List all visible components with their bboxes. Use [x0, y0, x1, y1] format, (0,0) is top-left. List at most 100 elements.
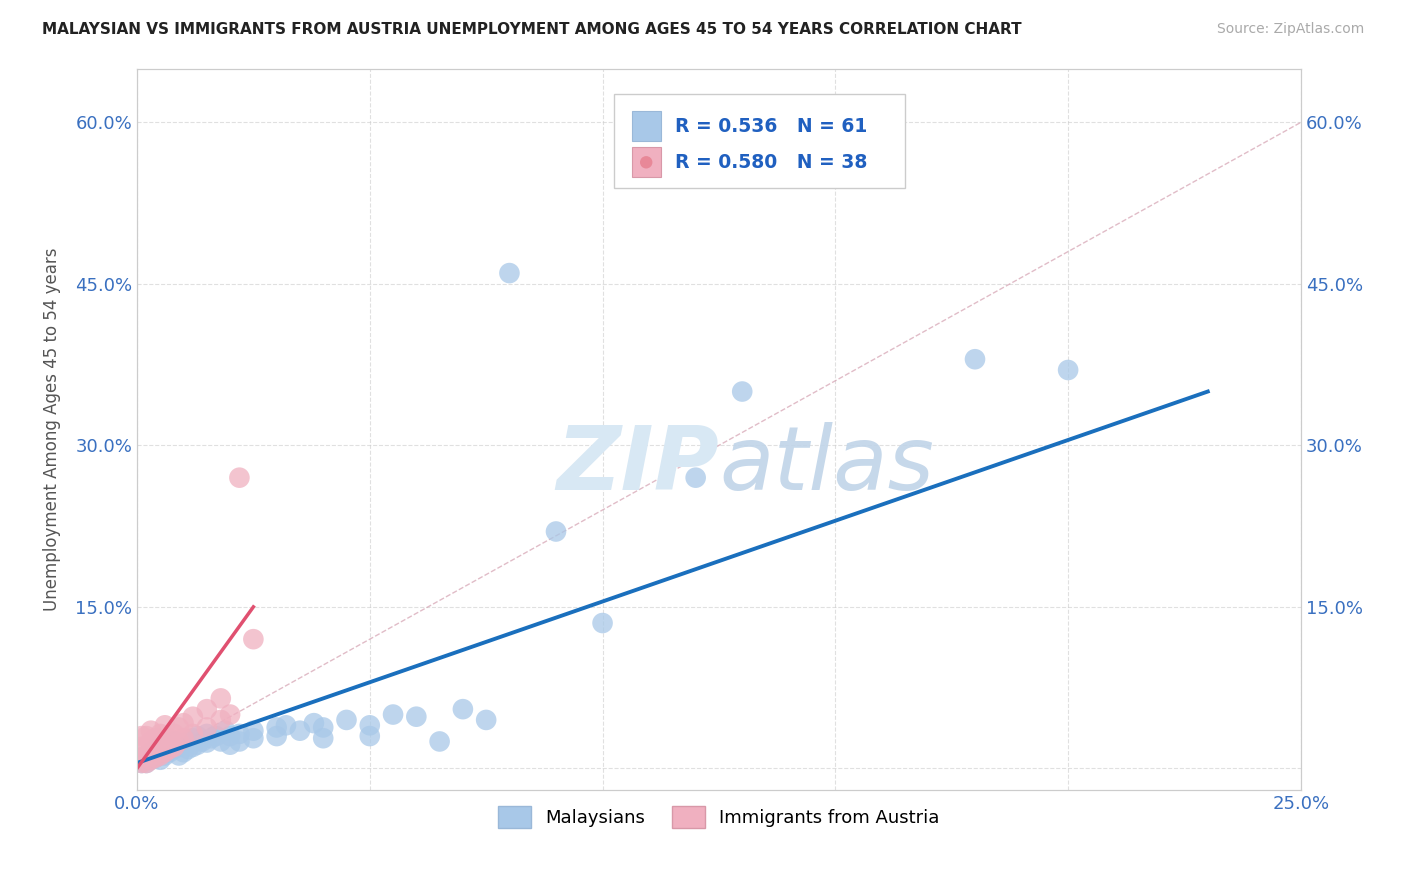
Point: [163, 742, 186, 756]
Point: [186, 729, 208, 743]
Point: [135, 729, 157, 743]
Point: [451, 702, 474, 716]
Point: [145, 750, 167, 764]
Point: [163, 734, 186, 748]
Text: MALAYSIAN VS IMMIGRANTS FROM AUSTRIA UNEMPLOYMENT AMONG AGES 45 TO 54 YEARS CORR: MALAYSIAN VS IMMIGRANTS FROM AUSTRIA UNE…: [42, 22, 1022, 37]
Text: ZIP: ZIP: [557, 422, 718, 508]
Text: R = 0.536   N = 61: R = 0.536 N = 61: [675, 117, 868, 136]
Point: [335, 713, 357, 727]
Point: [167, 721, 190, 735]
Point: [135, 748, 157, 763]
Point: [131, 729, 153, 743]
Point: [167, 739, 190, 754]
Point: [139, 734, 162, 748]
Point: [145, 731, 167, 746]
Point: [219, 738, 242, 752]
Point: [149, 753, 172, 767]
Point: [153, 718, 176, 732]
Point: [163, 727, 186, 741]
Point: [139, 753, 162, 767]
Point: [288, 723, 311, 738]
Point: [139, 753, 162, 767]
Point: [266, 721, 288, 735]
Point: [181, 709, 204, 723]
Point: [145, 750, 167, 764]
Point: [131, 750, 153, 764]
Point: [135, 756, 157, 770]
Point: [173, 738, 195, 752]
Point: [153, 745, 176, 759]
Point: [195, 702, 218, 716]
Point: [191, 734, 214, 748]
Point: [214, 723, 236, 738]
Point: [159, 738, 181, 752]
Point: [177, 742, 200, 756]
Point: [963, 352, 986, 367]
Point: [153, 739, 176, 754]
Point: [1057, 363, 1080, 377]
Point: [145, 742, 167, 756]
Point: [135, 739, 157, 754]
Point: [475, 713, 498, 727]
Point: [544, 524, 567, 539]
Point: [359, 718, 381, 732]
FancyBboxPatch shape: [631, 147, 661, 178]
Point: [163, 739, 186, 754]
Point: [173, 731, 195, 746]
FancyBboxPatch shape: [614, 94, 905, 187]
Y-axis label: Unemployment Among Ages 45 to 54 years: Unemployment Among Ages 45 to 54 years: [44, 247, 60, 611]
Point: [685, 471, 707, 485]
Point: [228, 471, 250, 485]
Point: [159, 731, 181, 746]
Point: [145, 742, 167, 756]
Point: [405, 709, 427, 723]
Point: [592, 615, 614, 630]
Text: Source: ZipAtlas.com: Source: ZipAtlas.com: [1216, 22, 1364, 37]
Point: [149, 727, 172, 741]
Text: atlas: atlas: [718, 422, 934, 508]
Point: [242, 731, 264, 746]
Point: [359, 729, 381, 743]
Point: [135, 748, 157, 763]
Point: [181, 727, 204, 741]
Point: [153, 734, 176, 748]
Point: [242, 723, 264, 738]
Point: [302, 716, 325, 731]
Point: [195, 735, 218, 749]
Point: [195, 721, 218, 735]
Point: [139, 723, 162, 738]
Point: [274, 718, 297, 732]
Point: [167, 748, 190, 763]
Point: [167, 734, 190, 748]
Point: [228, 734, 250, 748]
Point: [209, 734, 232, 748]
Point: [131, 756, 153, 770]
Point: [173, 716, 195, 731]
Point: [159, 745, 181, 759]
Point: [149, 738, 172, 752]
Point: [139, 745, 162, 759]
Point: [209, 713, 232, 727]
Point: [219, 707, 242, 722]
Point: [312, 731, 335, 746]
Legend: Malaysians, Immigrants from Austria: Malaysians, Immigrants from Austria: [491, 798, 946, 835]
Point: [135, 756, 157, 770]
Point: [242, 632, 264, 647]
FancyBboxPatch shape: [631, 112, 661, 141]
Point: [228, 727, 250, 741]
Point: [498, 266, 520, 280]
Point: [195, 727, 218, 741]
Point: [139, 745, 162, 759]
Point: [181, 739, 204, 754]
Point: [382, 707, 405, 722]
Point: [159, 742, 181, 756]
Point: [153, 748, 176, 763]
Point: [219, 729, 242, 743]
Point: [181, 731, 204, 746]
Point: [131, 756, 153, 770]
Point: [209, 691, 232, 706]
Point: [312, 721, 335, 735]
Point: [131, 739, 153, 754]
Point: [429, 734, 451, 748]
Point: [200, 731, 222, 746]
